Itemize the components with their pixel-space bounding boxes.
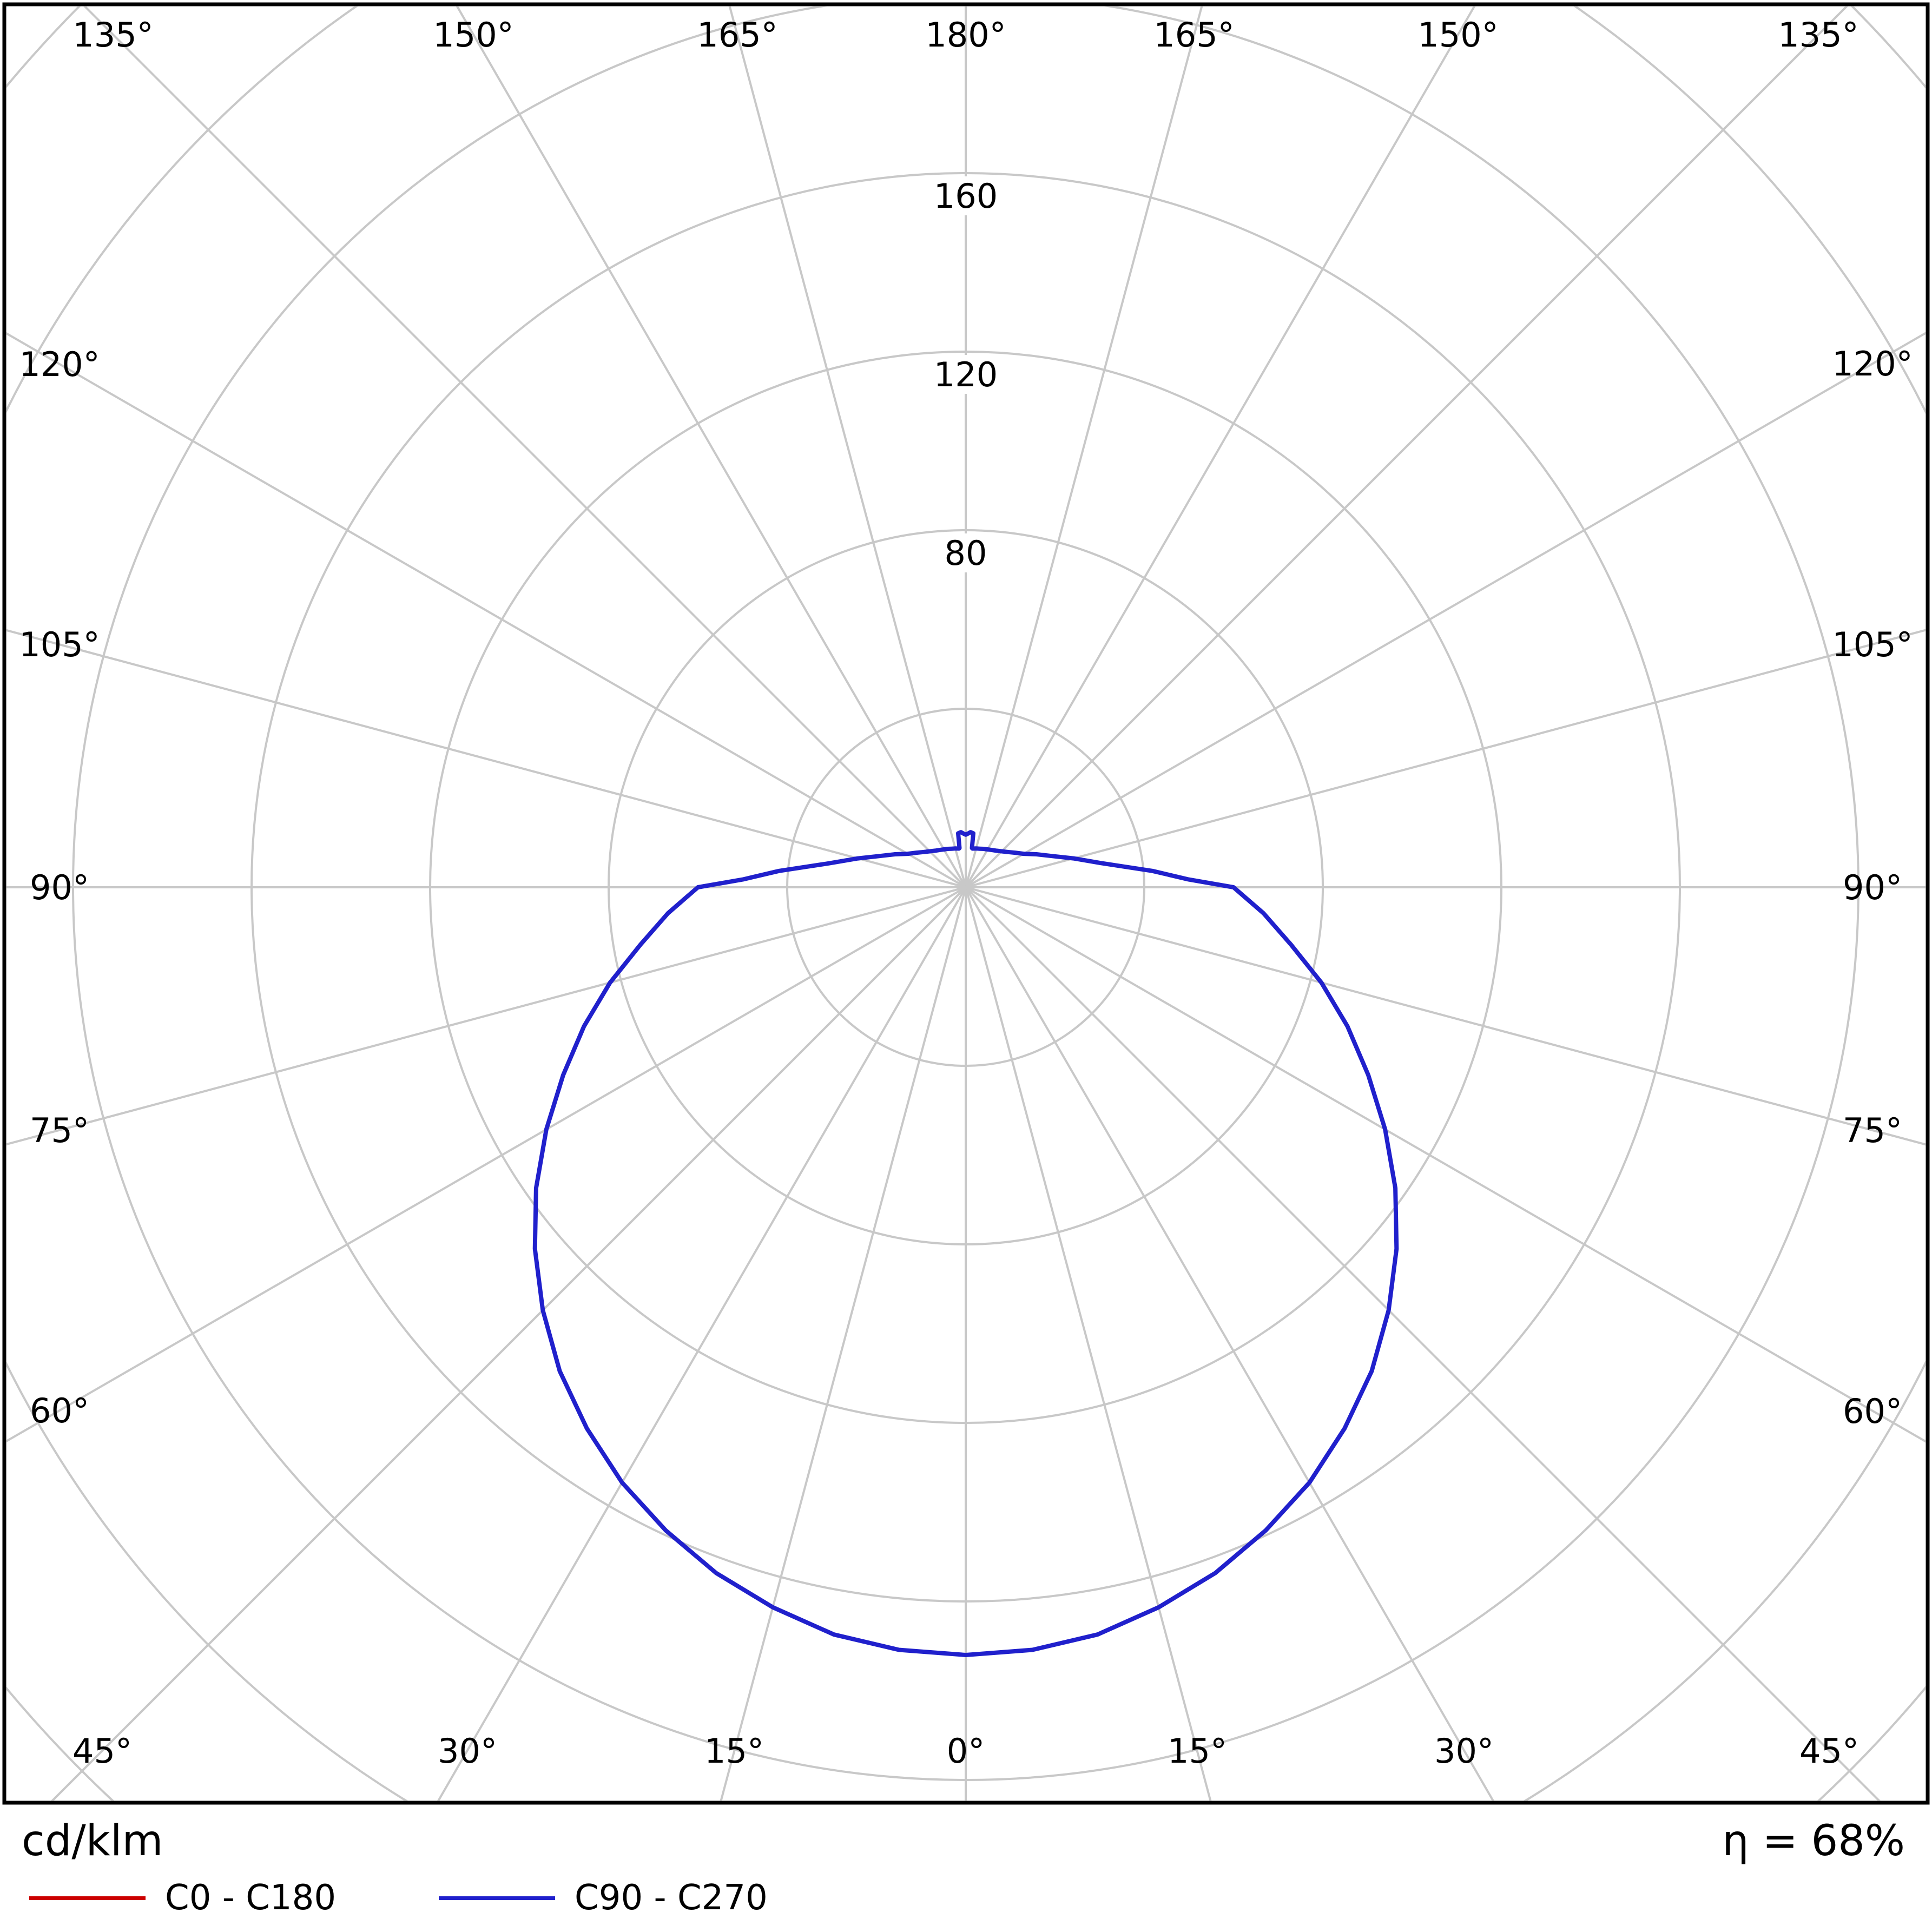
grid-spoke — [728, 6, 967, 888]
grid-spoke — [965, 6, 1848, 888]
radial-tick-label: 160 — [934, 176, 998, 216]
radial-tick-label: 80 — [945, 533, 987, 573]
angle-tick-label: 60° — [30, 1391, 89, 1430]
angle-tick-label: 60° — [1843, 1392, 1902, 1431]
grid-spoke — [965, 886, 1881, 1801]
grid-spoke — [6, 886, 967, 1442]
angle-tick-label: 45° — [1799, 1731, 1859, 1771]
angle-tick-label: 180° — [925, 15, 1006, 55]
angle-tick-label: 30° — [1434, 1731, 1494, 1771]
grid-spoke — [437, 886, 967, 1801]
legend-line-c90-icon — [439, 1896, 556, 1900]
angle-tick-label: 165° — [697, 15, 777, 55]
radial-label-bg — [928, 355, 1004, 394]
legend-label-c90: C90 - C270 — [575, 1878, 768, 1918]
grid-spoke — [965, 629, 1926, 888]
angle-tick-label: 120° — [19, 345, 100, 384]
plot-border — [2, 2, 1930, 1805]
polar-chart: 80 120 160 0° 15° 15° 30° 30° 45° 45° 60° 60° 75° 75°… — [2, 2, 1930, 1805]
legend-item-c0-c180: C0 - C180 — [29, 1881, 336, 1915]
grid-spoke — [83, 6, 967, 888]
grid-spoke — [965, 886, 1926, 1146]
grid-spoke — [720, 887, 967, 1801]
radial-label-bg — [928, 176, 1004, 215]
curve-c90-c270 — [532, 830, 1399, 1657]
angle-tick-label: 30° — [438, 1731, 497, 1771]
grid-spoke — [965, 6, 1476, 888]
angle-tick-label: 150° — [1417, 15, 1498, 55]
radial-tick-label: 120 — [934, 355, 998, 394]
angle-tick-label: 90° — [30, 868, 89, 907]
radial-label-bg — [938, 533, 993, 572]
legend: C0 - C180 C90 - C270 — [22, 1881, 1905, 1915]
legend-label-c0: C0 - C180 — [165, 1878, 337, 1918]
chart-footer: cd/klm η = 68% C0 - C180 C90 - C270 — [0, 1820, 1932, 1915]
legend-item-c90-c270: C90 - C270 — [439, 1881, 768, 1915]
efficiency-label: η = 68% — [1722, 1817, 1905, 1865]
angle-tick-label: 45° — [72, 1731, 132, 1771]
grid-spoke — [6, 629, 966, 888]
angle-tick-label: 150° — [433, 15, 513, 55]
angle-tick-label: 165° — [1153, 15, 1234, 55]
grid-spoke — [456, 6, 967, 888]
angle-tick-label: 135° — [72, 15, 153, 55]
grid-spoke — [965, 887, 1212, 1801]
angle-tick-label: 75° — [30, 1111, 89, 1150]
grid-spoke — [965, 332, 1926, 888]
angle-tick-label: 75° — [1843, 1111, 1902, 1150]
angle-tick-label: 90° — [1843, 868, 1902, 907]
footer-top-row: cd/klm η = 68% — [22, 1820, 1905, 1862]
grid-spoke — [965, 6, 1203, 888]
grid-spoke — [6, 332, 967, 888]
angle-tick-label: 15° — [704, 1731, 764, 1771]
legend-line-c0-icon — [29, 1896, 146, 1900]
grid-spoke — [51, 886, 967, 1801]
grid-spoke — [965, 886, 1926, 1443]
angle-tick-label: 0° — [947, 1731, 985, 1771]
angle-tick-label: 105° — [1832, 625, 1913, 664]
grid-spoke — [965, 886, 1494, 1801]
grid-spoke — [6, 886, 966, 1146]
angle-tick-label: 135° — [1778, 15, 1858, 55]
angle-tick-label: 120° — [1832, 344, 1913, 384]
angle-tick-label: 105° — [19, 625, 100, 664]
angle-tick-label: 15° — [1168, 1731, 1227, 1771]
units-label: cd/klm — [22, 1817, 163, 1865]
